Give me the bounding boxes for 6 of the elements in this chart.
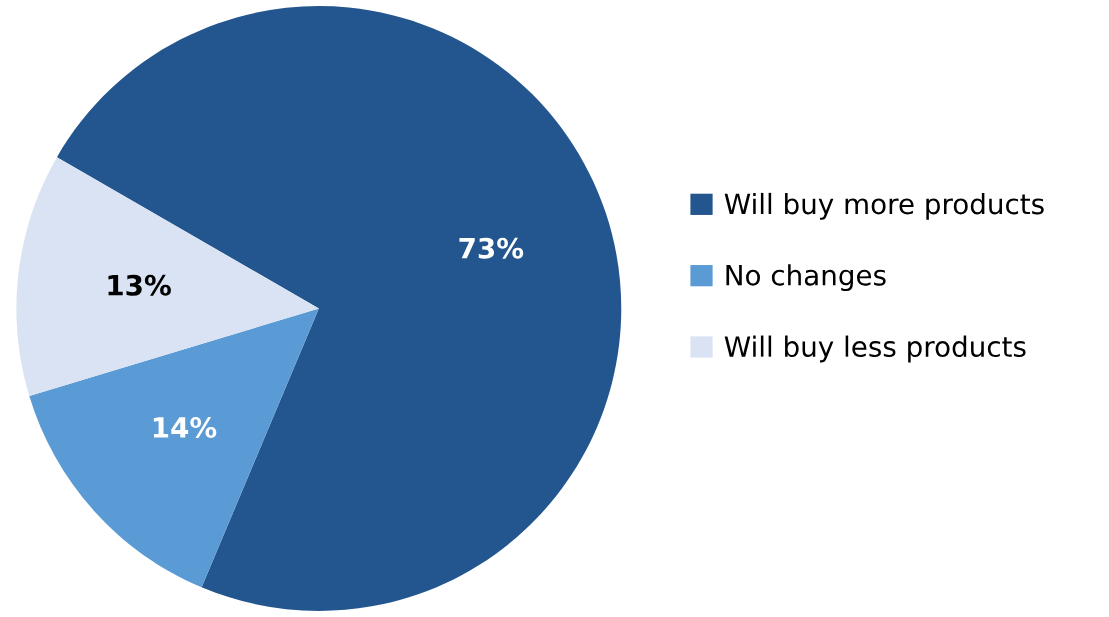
legend-label: Will buy less products bbox=[724, 335, 1026, 363]
data-label: 13% bbox=[108, 274, 171, 296]
legend-label: Will buy more products bbox=[724, 192, 1044, 220]
data-label: 73% bbox=[459, 237, 524, 259]
data-label: 14% bbox=[153, 416, 217, 438]
legend-label: No changes bbox=[726, 264, 886, 292]
